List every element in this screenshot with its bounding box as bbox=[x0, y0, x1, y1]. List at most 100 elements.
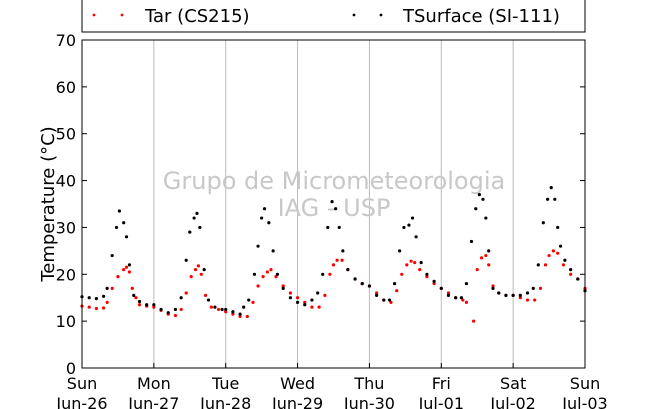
y-tick-label: 20 bbox=[56, 265, 76, 284]
data-point bbox=[203, 293, 208, 297]
data-point bbox=[265, 270, 269, 274]
x-axis: SunJun-26MonJun-27TueJun-28WedJun-29ThuJ… bbox=[55, 363, 608, 409]
data-point bbox=[553, 197, 557, 201]
data-point bbox=[541, 221, 545, 225]
data-point bbox=[425, 275, 429, 279]
data-point bbox=[288, 296, 292, 300]
data-point bbox=[479, 256, 484, 260]
data-point bbox=[407, 223, 411, 227]
data-point bbox=[518, 293, 522, 297]
data-point bbox=[238, 312, 242, 316]
data-point bbox=[410, 216, 415, 220]
data-point bbox=[238, 314, 242, 319]
data-point bbox=[525, 298, 530, 302]
data-point bbox=[132, 293, 136, 297]
data-point bbox=[242, 305, 246, 309]
data-point bbox=[461, 298, 465, 302]
data-point bbox=[288, 291, 292, 295]
data-point bbox=[330, 200, 334, 204]
data-point bbox=[331, 263, 336, 267]
data-point bbox=[531, 286, 535, 290]
x-tick-date: Jun-28 bbox=[199, 394, 251, 409]
x-tick-day: Mon bbox=[137, 374, 171, 393]
data-point bbox=[209, 305, 213, 309]
x-tick-date: Jun-29 bbox=[271, 394, 323, 409]
data-point bbox=[569, 272, 573, 276]
data-point bbox=[179, 307, 183, 312]
data-point bbox=[484, 216, 488, 220]
data-point bbox=[198, 225, 202, 230]
data-point bbox=[87, 296, 91, 300]
data-point bbox=[245, 314, 249, 319]
y-tick-label: 10 bbox=[56, 312, 76, 331]
data-point bbox=[487, 263, 491, 267]
data-point bbox=[137, 303, 142, 307]
x-tick-day: Tue bbox=[211, 374, 239, 393]
x-tick-day: Thu bbox=[353, 374, 384, 393]
data-point bbox=[281, 286, 285, 290]
x-tick-date: Jul-03 bbox=[561, 394, 607, 409]
legend-label-tsurface: TSurface (SI-111) bbox=[402, 6, 560, 27]
data-point bbox=[192, 216, 196, 220]
data-point bbox=[405, 263, 409, 267]
data-point bbox=[439, 286, 443, 290]
data-point bbox=[114, 225, 119, 230]
data-point bbox=[87, 305, 91, 309]
data-point bbox=[310, 298, 314, 302]
data-point bbox=[413, 260, 417, 265]
data-point bbox=[563, 258, 567, 262]
plot-frame bbox=[81, 39, 586, 369]
data-point bbox=[213, 305, 217, 309]
y-axis: 0 10 20 30 40 50 60 70 bbox=[56, 31, 585, 378]
data-point bbox=[419, 260, 423, 265]
data-point bbox=[481, 197, 485, 201]
data-point bbox=[206, 298, 211, 302]
data-point bbox=[323, 293, 327, 297]
data-point bbox=[94, 306, 98, 311]
data-point bbox=[556, 251, 560, 255]
data-point bbox=[247, 298, 251, 302]
data-point bbox=[446, 293, 451, 297]
data-point bbox=[474, 207, 478, 211]
data-point bbox=[341, 249, 345, 253]
data-point bbox=[382, 298, 386, 302]
data-point bbox=[137, 299, 142, 304]
x-tick-day: Sun bbox=[67, 374, 97, 393]
data-point bbox=[353, 277, 357, 281]
data-point bbox=[518, 296, 522, 300]
data-point bbox=[199, 272, 203, 276]
legend-box bbox=[81, 0, 586, 33]
legend-marker-tsurface bbox=[352, 13, 356, 17]
watermark-line1: Grupo de Micrometeorologia bbox=[163, 167, 505, 195]
data-point bbox=[491, 286, 495, 290]
data-point bbox=[321, 272, 325, 276]
y-tick-label: 0 bbox=[66, 359, 76, 378]
legend-label-tar: Tar (CS215) bbox=[144, 6, 250, 27]
data-point bbox=[224, 307, 228, 312]
data-point bbox=[124, 235, 129, 239]
data-point bbox=[231, 310, 235, 314]
data-point bbox=[543, 263, 548, 267]
data-point bbox=[252, 272, 257, 276]
y-tick-label: 70 bbox=[56, 31, 76, 50]
x-tick-date: Jun-30 bbox=[343, 394, 395, 409]
x-tick-date: Jun-27 bbox=[127, 394, 179, 409]
data-point bbox=[538, 286, 543, 290]
data-point bbox=[317, 305, 321, 309]
data-point bbox=[392, 282, 397, 286]
data-point bbox=[231, 312, 235, 316]
data-point bbox=[375, 293, 379, 297]
data-point bbox=[484, 253, 488, 258]
data-point bbox=[184, 258, 188, 262]
legend-entry-tsurface: TSurface (SI-111) bbox=[352, 6, 560, 27]
data-point bbox=[127, 270, 132, 274]
data-point bbox=[409, 259, 413, 263]
data-point bbox=[275, 272, 280, 276]
data-point bbox=[262, 207, 267, 211]
data-point bbox=[367, 284, 372, 288]
y-tick-label: 40 bbox=[56, 172, 76, 191]
data-point bbox=[152, 303, 156, 307]
data-point bbox=[124, 265, 129, 269]
x-tick-date: Jul-01 bbox=[418, 394, 464, 409]
